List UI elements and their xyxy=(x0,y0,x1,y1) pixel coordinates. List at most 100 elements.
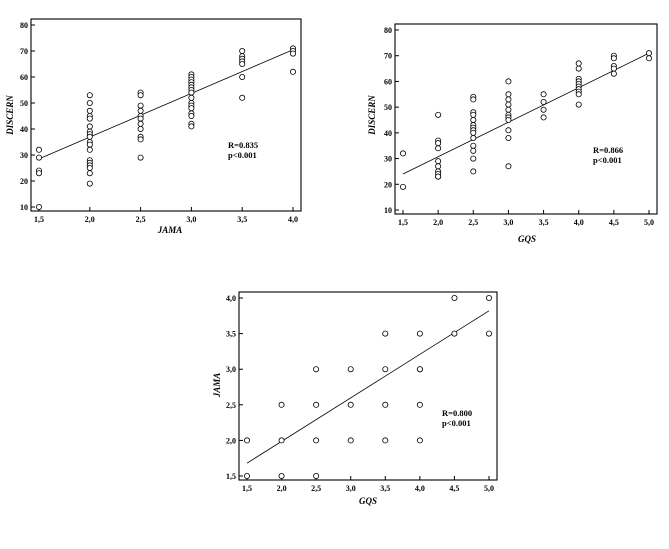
x-tick-label: 2,0 xyxy=(85,215,95,224)
x-tick-label: 4,5 xyxy=(609,218,619,227)
data-point xyxy=(470,168,477,175)
x-tick-label: 5,0 xyxy=(644,218,654,227)
data-point xyxy=(540,106,547,113)
x-tick-label: 3,0 xyxy=(346,484,356,493)
data-point xyxy=(435,140,442,147)
x-axis-label: JAMA xyxy=(157,225,183,235)
y-tick-label: 50 xyxy=(20,99,28,108)
data-point xyxy=(485,330,492,337)
data-point xyxy=(188,113,195,120)
correlation-label: R=0.800 xyxy=(442,408,472,418)
data-point xyxy=(435,111,442,118)
data-point xyxy=(382,366,389,373)
panel-3: 1,5 2,0 2,5 3,0 3,5 4,0 4,5 5,0 1,5 2,0 2,5 3,0 3,5 4… xyxy=(212,291,498,506)
data-point xyxy=(239,74,246,81)
data-point xyxy=(313,366,320,373)
panel-3-background xyxy=(202,256,518,514)
panel-1: 1,5 2,0 2,5 3,0 3,5 4,0 10 20 30 40 50 60 70 80 JAMA DI… xyxy=(5,18,302,235)
y-tick-label: 60 xyxy=(20,73,28,82)
x-tick-label: 4,0 xyxy=(415,484,425,493)
data-point xyxy=(243,437,250,444)
data-point xyxy=(505,78,512,85)
data-point xyxy=(399,183,406,190)
correlation-label: R=0.866 xyxy=(593,145,623,155)
data-point xyxy=(540,99,547,106)
y-tick-label: 60 xyxy=(384,77,392,86)
data-point xyxy=(610,55,617,62)
x-tick-label: 3,5 xyxy=(539,218,549,227)
data-point xyxy=(137,120,144,127)
data-point xyxy=(505,117,512,124)
data-point xyxy=(36,203,43,210)
p-value-label: p<0.001 xyxy=(228,150,257,160)
data-point xyxy=(505,127,512,134)
x-tick-label: 3,5 xyxy=(237,215,247,224)
data-point xyxy=(470,129,477,136)
data-point xyxy=(505,91,512,98)
data-point xyxy=(137,136,144,143)
y-tick-label: 20 xyxy=(20,177,28,186)
x-tick-label: 4,5 xyxy=(449,484,459,493)
x-tick-label: 3,5 xyxy=(380,484,390,493)
data-point xyxy=(347,366,354,373)
data-point xyxy=(575,65,582,72)
data-point xyxy=(505,106,512,113)
x-tick-label: 4,0 xyxy=(288,215,298,224)
data-point xyxy=(137,107,144,114)
data-point xyxy=(470,142,477,149)
data-point xyxy=(416,366,423,373)
data-point xyxy=(188,123,195,130)
data-point xyxy=(86,146,93,153)
x-tick-label: 2,0 xyxy=(433,218,443,227)
data-point xyxy=(435,158,442,165)
x-tick-label: 5,0 xyxy=(484,484,494,493)
data-point xyxy=(86,100,93,107)
data-point xyxy=(505,163,512,170)
plot-frame xyxy=(394,23,658,215)
data-point xyxy=(451,330,458,337)
data-point xyxy=(435,173,442,180)
data-point xyxy=(505,101,512,108)
y-tick-label: 2,5 xyxy=(226,401,236,410)
y-tick-label: 30 xyxy=(384,155,392,164)
data-point xyxy=(239,94,246,101)
data-point xyxy=(416,437,423,444)
y-tick-label: 3,5 xyxy=(226,330,236,339)
p-value-label: p<0.001 xyxy=(593,155,622,165)
x-tick-label: 1,5 xyxy=(398,218,408,227)
data-point xyxy=(313,472,320,479)
data-point xyxy=(243,472,250,479)
data-point xyxy=(416,330,423,337)
x-tick-label: 2,5 xyxy=(468,218,478,227)
data-point xyxy=(278,437,285,444)
data-point xyxy=(188,94,195,101)
data-point xyxy=(470,155,477,162)
data-point xyxy=(313,401,320,408)
data-point xyxy=(540,91,547,98)
y-tick-label: 80 xyxy=(20,21,28,30)
y-tick-label: 40 xyxy=(384,129,392,138)
x-tick-label: 3,0 xyxy=(503,218,513,227)
data-point xyxy=(540,114,547,121)
data-point xyxy=(86,180,93,187)
y-tick-label: 40 xyxy=(20,125,28,134)
x-tick-label: 4,0 xyxy=(574,218,584,227)
data-point xyxy=(646,50,653,57)
regression-line xyxy=(402,52,650,175)
data-point xyxy=(86,107,93,114)
x-tick-label: 3,0 xyxy=(186,215,196,224)
y-tick-label: 10 xyxy=(384,206,392,215)
data-point xyxy=(347,437,354,444)
data-point xyxy=(470,96,477,103)
data-point xyxy=(435,145,442,152)
data-point xyxy=(416,401,423,408)
data-point xyxy=(278,472,285,479)
y-tick-label: 2,0 xyxy=(226,436,236,445)
data-point xyxy=(470,147,477,154)
x-tick-label: 1,5 xyxy=(34,215,44,224)
plot-frame xyxy=(238,291,498,481)
y-tick-label: 4,0 xyxy=(226,294,236,303)
x-axis-label: GQS xyxy=(359,496,377,506)
data-point xyxy=(575,91,582,98)
